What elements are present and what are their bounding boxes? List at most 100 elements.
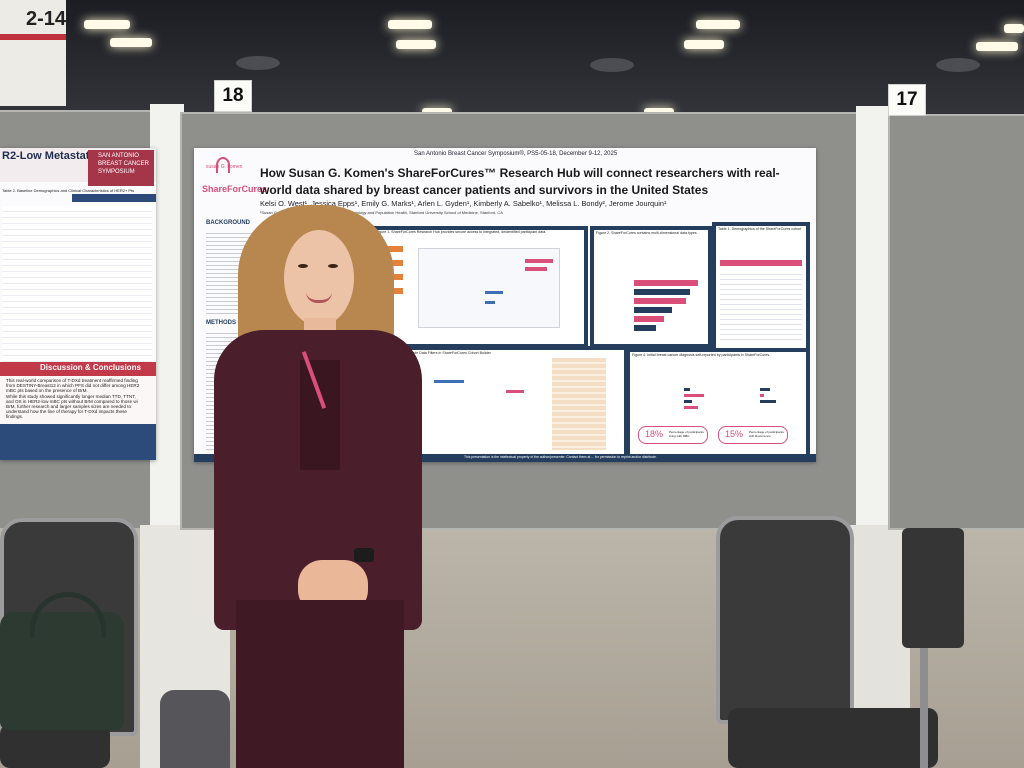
- right-booth-panel: [888, 114, 1024, 530]
- stat-value: 18%: [645, 429, 664, 439]
- smile: [306, 292, 332, 303]
- figure-4-bar: [760, 394, 764, 397]
- figure-element: [506, 390, 524, 393]
- aisle-sign: 2-14: [0, 0, 66, 106]
- left-table-title: Table 2. Baseline Demographics and Clini…: [2, 188, 135, 193]
- section-background: BACKGROUND: [206, 220, 250, 226]
- sabcs-logo-box: SAN ANTONIO BREAST CANCER SYMPOSIUM: [88, 150, 154, 186]
- figure-2-caption: Figure 2. ShareForCures contains multi-d…: [596, 231, 697, 235]
- ceiling-light: [422, 108, 452, 114]
- chair-right-seat: [728, 708, 938, 768]
- conclusion-line: mBC pts based on the presence of BrM.: [6, 388, 88, 393]
- stat-box-mbc: 18% Percentage of participants living wi…: [638, 426, 708, 444]
- conclusion-line: While this study showed significantly lo…: [6, 394, 136, 399]
- person-top: [300, 360, 340, 470]
- figure-2-bar: [634, 316, 664, 322]
- left-data-table: [2, 206, 152, 366]
- poster-title-line-2: world data shared by breast cancer patie…: [260, 183, 709, 197]
- figure-element: [485, 301, 495, 304]
- shareforcures-logo: ShareForCures: [202, 184, 268, 194]
- figure-4-bar: [684, 388, 690, 391]
- eye: [298, 264, 308, 268]
- left-poster-footer: [0, 424, 156, 460]
- figure-1-panel: Figure 1. ShareForCures Research Hub pro…: [370, 226, 588, 348]
- logo-text: BREAST CANCER: [98, 161, 149, 167]
- stat-label: Percentage of participants with Recurren…: [749, 430, 784, 438]
- conclusion-line: This real-world comparison of T-DXd trea…: [6, 378, 138, 383]
- figure-3-filter-list: [552, 358, 606, 450]
- conclusions-title: Discussion & Conclusions: [40, 363, 141, 372]
- logo-text: SYMPOSIUM: [98, 169, 135, 175]
- figure-3-caption: Figure 3. Applying Multiple Data Filters…: [376, 351, 491, 355]
- ceiling-light: [110, 38, 152, 47]
- figure-1-caption: Figure 1. ShareForCures Research Hub pro…: [376, 230, 547, 234]
- main-poster-footer: This presentation is the intellectual pr…: [194, 454, 816, 462]
- ceiling-light: [1004, 24, 1024, 33]
- figure-2-bar: [634, 289, 690, 295]
- ceiling-light: [644, 108, 674, 114]
- conclusion-line: BrM, further research and larger samples…: [6, 404, 132, 409]
- ceiling-light: [696, 20, 740, 29]
- figure-element: [485, 291, 503, 294]
- left-poster: R2-Low Metastatic SAN ANTONIO BREAST CAN…: [0, 148, 156, 460]
- conclusion-line: from DESTINY-Breast12 in which PFS did n…: [6, 383, 140, 388]
- figure-4-bar: [684, 394, 704, 397]
- figure-4-panel: Figure 4. Initial breast cancer diagnosi…: [626, 348, 810, 460]
- table-1-header: [720, 260, 802, 266]
- figure-element: [379, 246, 403, 252]
- ceiling-light: [84, 20, 130, 29]
- watch: [354, 548, 374, 562]
- chair-right: [716, 516, 854, 724]
- left-poster-title-fragment: R2-Low Metastatic: [2, 150, 99, 162]
- poster-authors: Kelsi O. West¹, Jessica Epps¹, Emily G. …: [260, 199, 667, 208]
- conclusion-line: and OS in HER2-low mBC pts without BrM c…: [6, 399, 138, 404]
- chair-far-right: [902, 528, 964, 648]
- figure-element: [525, 259, 553, 263]
- ceiling-light: [976, 42, 1018, 51]
- person-face: [284, 230, 354, 326]
- aisle-sign-stripe: [0, 34, 66, 40]
- conclusion-line: findings.: [6, 414, 24, 419]
- ceiling-light: [388, 20, 432, 29]
- ceiling-light: [684, 40, 724, 49]
- booth-base-right: [850, 525, 910, 725]
- booth-number-card: 17: [888, 84, 926, 116]
- chair-left-seat: [0, 724, 110, 768]
- conclusions-header: Discussion & Conclusions: [0, 362, 156, 376]
- stat-value: 15%: [725, 429, 744, 439]
- figure-element: [525, 267, 547, 271]
- figure-2-bar: [634, 325, 656, 331]
- footer-text: This presentation is the intellectual pr…: [464, 455, 657, 459]
- conclusions-body: This real-world comparison of T-DXd trea…: [0, 376, 156, 424]
- figure-4-bar: [684, 400, 692, 403]
- table-1-rows: [720, 270, 802, 344]
- figure-2-panel: Figure 2. ShareForCures contains multi-d…: [590, 226, 712, 348]
- figure-2-bar: [634, 280, 698, 286]
- stat-box-recurrence: 15% Percentage of participants with Recu…: [718, 426, 788, 444]
- figure-1-screenshot: [418, 248, 560, 328]
- poster-title-line-1: How Susan G. Komen's ShareForCures™ Rese…: [260, 166, 780, 180]
- figure-4-bar: [760, 388, 770, 391]
- ceiling-vent: [236, 56, 280, 70]
- figure-4-bar: [684, 406, 698, 409]
- ceiling-vent: [936, 58, 980, 72]
- figure-2-bar: [634, 307, 672, 313]
- ceiling-vent: [590, 58, 634, 72]
- stat-label: Percentage of participants living with M…: [669, 430, 704, 438]
- pink-ribbon-icon: [216, 157, 230, 173]
- conference-line: San Antonio Breast Cancer Symposium®, PS…: [414, 151, 618, 157]
- chair-leg: [920, 640, 928, 768]
- ceiling-light: [396, 40, 436, 49]
- table-header-bar: [72, 194, 156, 202]
- table-1-caption: Table 1. Demographics of the ShareForCur…: [718, 227, 802, 231]
- person-trousers: [236, 600, 404, 768]
- figure-4-bar: [760, 400, 776, 403]
- figure-2-bar: [634, 298, 686, 304]
- figure-4-caption: Figure 4. Initial breast cancer diagnosi…: [632, 353, 771, 357]
- figure-element: [434, 380, 464, 383]
- logo-text: SAN ANTONIO: [98, 153, 139, 159]
- conclusion-line: understand how the line of therapy for T…: [6, 409, 127, 414]
- section-methods: METHODS: [206, 320, 236, 326]
- backpack: [160, 690, 230, 768]
